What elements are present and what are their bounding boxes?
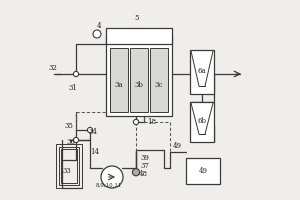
Text: 37: 37 [141,162,149,170]
Text: 14: 14 [91,148,100,156]
Text: 49: 49 [199,167,208,175]
Bar [106,28,172,44]
Text: 6b: 6b [197,117,206,125]
Bar [186,158,220,184]
Text: 36: 36 [67,138,75,146]
Text: 3a: 3a [115,81,123,89]
Circle shape [74,137,79,143]
Text: 33: 33 [63,167,71,175]
Text: 31: 31 [69,84,77,92]
Circle shape [101,166,123,188]
Text: 48: 48 [139,170,148,178]
Circle shape [134,119,139,125]
Text: 34: 34 [88,128,98,136]
Bar [61,149,77,183]
Circle shape [87,127,93,133]
Bar [58,147,80,185]
Text: 3b: 3b [135,81,143,89]
Text: 4: 4 [97,22,101,30]
Bar [190,102,214,142]
Text: 32: 32 [49,64,58,72]
Bar [150,48,168,112]
Bar [106,36,172,116]
Bar [130,48,148,112]
Text: 5: 5 [135,14,139,22]
Bar [110,48,128,112]
Text: 49: 49 [172,142,182,150]
Text: 39: 39 [141,154,149,162]
Circle shape [93,30,101,38]
Circle shape [132,169,140,176]
Bar [190,50,214,94]
Circle shape [74,71,79,77]
Text: 3c: 3c [155,81,163,89]
Text: 18: 18 [148,118,157,126]
Text: 35: 35 [65,122,74,130]
Bar [56,144,82,188]
Text: 8,9,10,11: 8,9,10,11 [96,182,122,188]
Text: 6a: 6a [198,67,206,75]
